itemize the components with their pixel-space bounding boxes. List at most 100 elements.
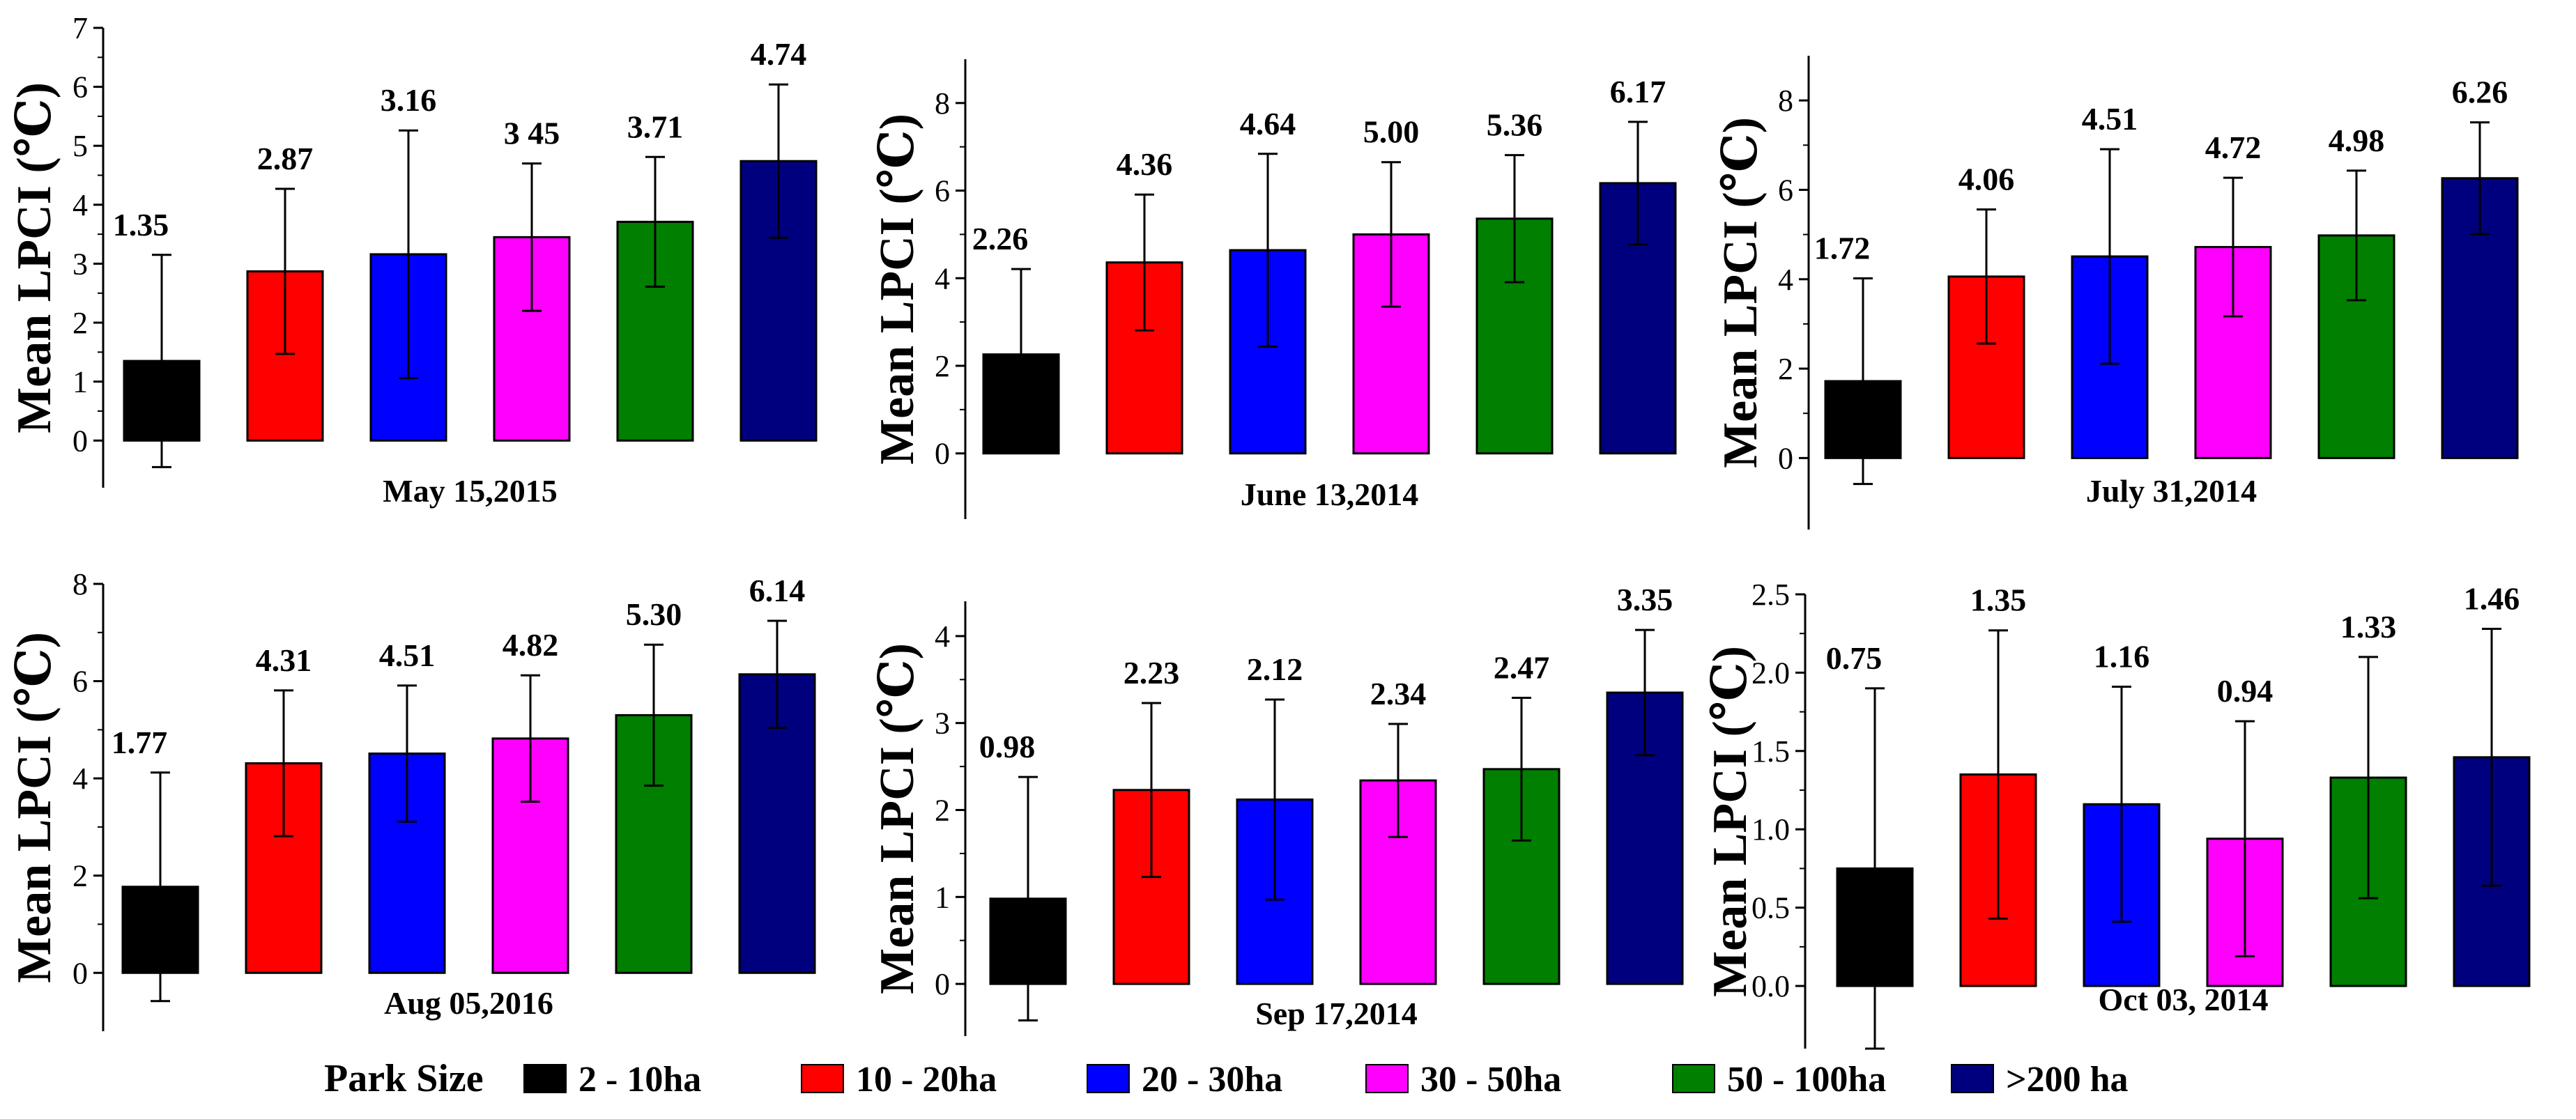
chart-panel: 0 1 2 3 4 Mean LPCI (℃) 0.98 2.23 2.12 2.34 2.47 3.… <box>871 582 1684 1036</box>
y-tick-label: 5 <box>72 129 88 163</box>
chart-panel: 0 2 4 6 8 Mean LPCI (℃) 1.72 4.06 4.51 4.72 4.98 6.… <box>1714 56 2519 530</box>
data-label: 0.94 <box>2217 673 2274 709</box>
y-axis-label: Mean LPCI (℃) <box>8 632 61 983</box>
y-tick-label: 8 <box>935 86 950 121</box>
y-tick-label: 0 <box>935 437 950 471</box>
data-label: 3.71 <box>627 109 684 144</box>
data-label: 4.36 <box>1117 146 1173 182</box>
y-tick-label: 4 <box>935 619 950 654</box>
data-label: 2.26 <box>972 221 1029 256</box>
data-label: 4.51 <box>379 638 436 673</box>
chart-panel: 0 2 4 6 8 Mean LPCI (℃) 2.26 4.36 4.64 5.00 5.36 6.… <box>871 59 1677 519</box>
chart-panel: 0 2 4 6 8 Mean LPCI (℃) 1.77 4.31 4.51 4.82 5.30 6.… <box>8 567 816 1031</box>
legend-items: 2 - 10ha 10 - 20ha 20 - 30ha 30 - 50ha 50 - … <box>523 1060 2129 1099</box>
data-label: 5.36 <box>1487 107 1543 143</box>
legend-label: 10 - 20ha <box>856 1060 997 1099</box>
legend-item: 2 - 10ha <box>523 1060 701 1099</box>
data-label: 6.14 <box>749 573 806 608</box>
data-label: 1.77 <box>112 725 168 760</box>
y-tick-label: 4 <box>72 762 88 796</box>
x-axis-label: July 31,2014 <box>2086 473 2257 509</box>
x-axis-label: Sep 17,2014 <box>1255 996 1418 1031</box>
y-tick-label: 8 <box>72 567 88 601</box>
data-label: 1.72 <box>1814 230 1871 265</box>
y-tick-label: 0 <box>72 424 88 458</box>
legend-swatch <box>1087 1064 1130 1093</box>
legend-swatch <box>1365 1064 1409 1093</box>
data-label: 2.12 <box>1247 651 1303 687</box>
legend-item: 20 - 30ha <box>1087 1060 1282 1099</box>
y-tick-label: 3 <box>72 247 88 281</box>
data-label: 0.75 <box>1826 640 1883 676</box>
y-tick-label: 2.0 <box>1751 656 1790 690</box>
y-tick-label: 2 <box>935 794 950 828</box>
data-label: 3.16 <box>381 82 437 118</box>
chart-panel: 0 1 2 3 4 5 6 7 Mean LPCI (℃) 1.35 2.87 3.16 3 45 3.7… <box>8 11 818 509</box>
y-tick-label: 2 <box>72 306 88 340</box>
y-tick-label: 8 <box>1778 84 1793 118</box>
data-label: 4.82 <box>503 627 559 663</box>
data-label: 1.46 <box>2464 580 2520 616</box>
data-label: 4.06 <box>1958 162 2015 197</box>
y-tick-label: 0.0 <box>1751 969 1790 1003</box>
bar <box>1599 182 1677 455</box>
data-label: 3 45 <box>504 116 560 151</box>
legend-item: 10 - 20ha <box>801 1060 997 1099</box>
legend-item: 50 - 100ha <box>1672 1060 1886 1099</box>
chart-panels: 0 1 2 3 4 5 6 7 Mean LPCI (℃) 1.35 2.87 3.16 3 45 3.7… <box>8 11 2531 1050</box>
x-axis-label: June 13,2014 <box>1241 477 1419 512</box>
data-label: 5.00 <box>1363 114 1420 150</box>
data-label: 6.17 <box>1610 74 1666 109</box>
y-tick-label: 2 <box>935 349 950 383</box>
legend-label: 20 - 30ha <box>1142 1060 1282 1099</box>
data-label: 1.35 <box>113 207 169 242</box>
legend-swatch <box>523 1064 567 1093</box>
data-label: 1.35 <box>1970 582 2027 618</box>
legend-label: 30 - 50ha <box>1420 1060 1561 1099</box>
data-label: 3.35 <box>1617 582 1673 617</box>
data-label: 0.98 <box>979 729 1036 764</box>
y-tick-label: 6 <box>1778 173 1793 207</box>
data-label: 6.26 <box>2452 75 2508 110</box>
y-axis-label: Mean LPCI (℃) <box>8 82 61 433</box>
data-label: 4.74 <box>751 36 807 72</box>
data-label: 4.64 <box>1240 106 1296 141</box>
y-tick-label: 1 <box>935 880 950 914</box>
legend-title: Park Size <box>324 1057 484 1100</box>
data-label: 4.72 <box>2205 130 2262 165</box>
y-tick-label: 6 <box>72 665 88 699</box>
legend: Park Size 2 - 10ha 10 - 20ha 20 - 30ha 30 -… <box>324 1057 2129 1100</box>
y-tick-label: 4 <box>72 188 88 222</box>
y-tick-label: 6 <box>935 174 950 208</box>
legend-label: 50 - 100ha <box>1727 1060 1886 1099</box>
chart-panel: 0.0 0.5 1.0 1.5 2.0 2.5 Mean LPCI (℃) 0.75 1.35 1… <box>1703 578 2531 1050</box>
y-tick-label: 2 <box>72 859 88 893</box>
x-axis-label: Oct 03, 2014 <box>2098 982 2268 1017</box>
y-tick-label: 0 <box>1778 441 1793 475</box>
y-tick-label: 1 <box>72 365 88 399</box>
y-tick-label: 1.0 <box>1751 812 1790 847</box>
y-tick-label: 0 <box>935 967 950 1001</box>
x-axis-label: May 15,2015 <box>383 473 557 509</box>
y-axis-label: Mean LPCI (℃) <box>1703 646 1757 997</box>
data-label: 1.16 <box>2094 639 2150 674</box>
data-label: 2.34 <box>1370 676 1427 711</box>
legend-swatch <box>801 1064 844 1093</box>
legend-swatch <box>1951 1064 1994 1093</box>
y-tick-label: 1.5 <box>1751 734 1790 769</box>
y-tick-label: 6 <box>72 70 88 105</box>
data-label: 2.87 <box>257 141 314 176</box>
legend-item: 30 - 50ha <box>1365 1060 1561 1099</box>
y-tick-label: 4 <box>1778 263 1793 297</box>
data-label: 4.51 <box>2082 101 2138 137</box>
y-axis-label: Mean LPCI (℃) <box>871 114 924 465</box>
y-axis-label: Mean LPCI (℃) <box>1714 117 1768 468</box>
legend-label: 2 - 10ha <box>578 1060 701 1099</box>
y-tick-label: 4 <box>935 261 950 295</box>
legend-item: >200 ha <box>1951 1060 2129 1099</box>
data-label: 2.47 <box>1494 650 1550 686</box>
legend-label: >200 ha <box>2006 1060 2129 1099</box>
y-tick-label: 0.5 <box>1751 891 1790 925</box>
data-label: 1.33 <box>2340 609 2397 645</box>
